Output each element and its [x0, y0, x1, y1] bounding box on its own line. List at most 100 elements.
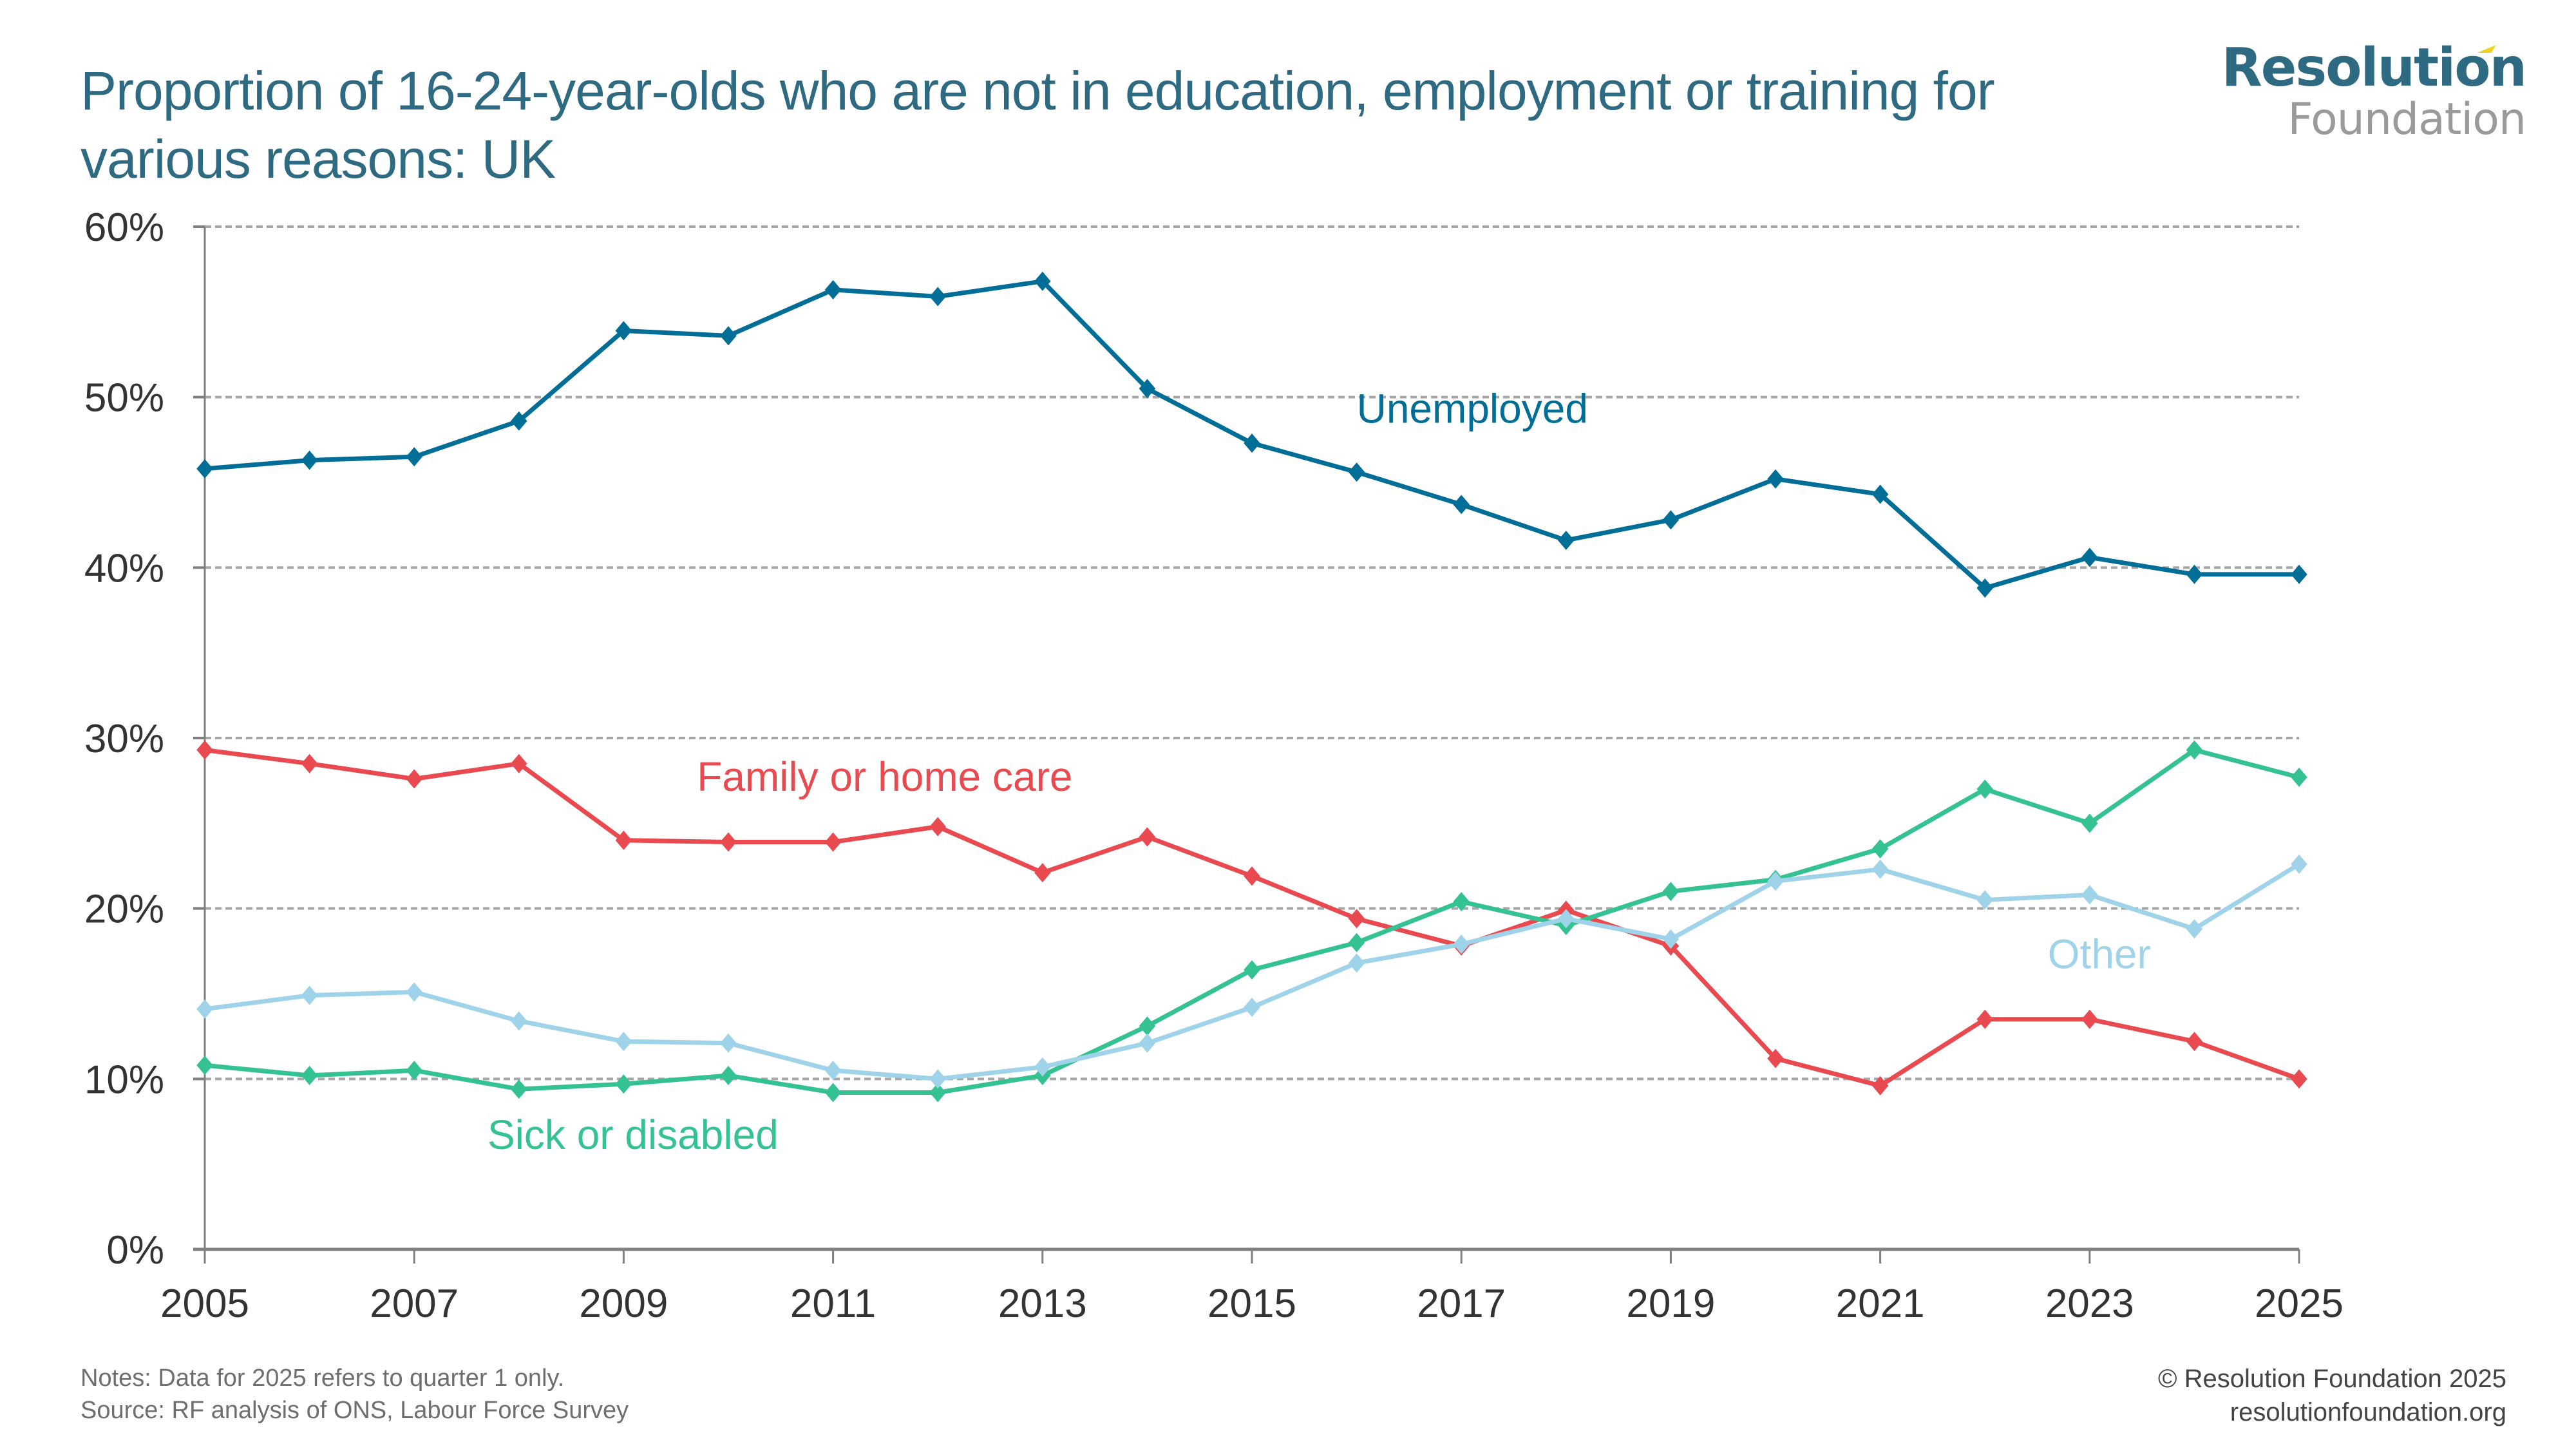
data-point-other	[1767, 871, 1784, 891]
data-point-unemployed	[1662, 510, 1680, 530]
x-tick-label: 2005	[160, 1282, 249, 1326]
series-label-family: Family or home care	[697, 753, 1072, 800]
data-point-other	[1662, 929, 1680, 949]
copyright-text: © Resolution Foundation 2025	[2158, 1365, 2506, 1393]
data-point-unemployed	[929, 287, 946, 307]
data-point-family	[720, 832, 737, 852]
series	[196, 271, 2307, 1103]
data-point-family	[1244, 866, 1260, 886]
data-point-family	[2291, 1069, 2307, 1089]
data-point-sick	[1348, 933, 1365, 952]
series-other	[196, 854, 2307, 1089]
data-point-unemployed	[2186, 564, 2203, 584]
data-point-unemployed	[2291, 564, 2307, 584]
data-point-unemployed	[824, 279, 842, 299]
data-point-family	[1767, 1048, 1784, 1068]
series-unemployed	[196, 271, 2307, 598]
gridlines	[205, 225, 2299, 1081]
data-point-unemployed	[1976, 578, 1993, 598]
y-tick-label: 20%	[84, 887, 164, 932]
data-point-unemployed	[1453, 495, 1470, 515]
y-tick-label: 40%	[84, 546, 164, 591]
x-tick-label: 2017	[1417, 1282, 1506, 1326]
x-tick-label: 2011	[790, 1282, 876, 1326]
data-point-sick	[406, 1061, 422, 1081]
data-point-other	[1348, 953, 1365, 973]
data-point-other	[511, 1011, 527, 1031]
data-point-other	[1871, 859, 1889, 879]
data-point-unemployed	[1348, 462, 1365, 482]
data-point-sick	[1139, 1016, 1156, 1036]
data-point-unemployed	[1767, 469, 1784, 489]
data-point-family	[1976, 1009, 1993, 1029]
series-line-sick	[204, 748, 2300, 1095]
chart-title: Proportion of 16-24-year-olds who are no…	[80, 61, 1995, 189]
footer-notes: Notes: Data for 2025 refers to quarter 1…	[80, 1362, 629, 1426]
data-point-other	[196, 999, 213, 1019]
website-link[interactable]: resolutionfoundation.org	[2230, 1398, 2506, 1426]
series-labels: Unemployed Family or home care Sick or dis…	[488, 385, 2151, 1157]
data-point-family	[1871, 1075, 1889, 1095]
y-tick-label: 10%	[84, 1057, 164, 1102]
series-sick	[196, 740, 2307, 1103]
x-tick-label: 2007	[370, 1282, 459, 1326]
data-point-unemployed	[615, 321, 632, 341]
data-point-sick	[301, 1066, 318, 1086]
data-point-family	[824, 832, 842, 852]
x-tick-label: 2013	[998, 1282, 1087, 1326]
data-point-family	[301, 753, 318, 773]
data-point-other	[1139, 1033, 1156, 1053]
data-point-other	[1453, 934, 1470, 954]
data-point-family	[406, 769, 422, 789]
data-point-unemployed	[2081, 547, 2098, 567]
y-tick-label: 30%	[84, 717, 164, 761]
data-point-unemployed	[511, 411, 527, 431]
data-point-other	[2186, 919, 2203, 939]
data-point-sick	[1976, 779, 1993, 799]
data-point-sick	[615, 1074, 632, 1094]
series-label-unemployed: Unemployed	[1357, 385, 1588, 431]
data-point-unemployed	[720, 326, 737, 346]
data-point-sick	[1662, 882, 1680, 902]
data-point-unemployed	[1244, 433, 1260, 453]
data-point-other	[1244, 998, 1260, 1018]
y-tick-label: 0%	[106, 1228, 164, 1273]
data-point-other	[824, 1061, 842, 1081]
data-point-sick	[1871, 839, 1889, 859]
data-point-other	[301, 985, 318, 1005]
data-point-sick	[2291, 767, 2307, 787]
data-point-family	[929, 817, 946, 837]
data-point-unemployed	[1139, 379, 1156, 399]
data-point-sick	[2186, 740, 2203, 760]
resolution-foundation-logo: Resolution Foundation	[2222, 40, 2527, 145]
data-point-sick	[720, 1066, 737, 1086]
footer-credits: © Resolution Foundation 2025 resolutionf…	[2158, 1362, 2506, 1429]
data-point-sick	[1453, 892, 1470, 912]
x-tick-label: 2021	[1836, 1282, 1925, 1326]
data-point-sick	[1244, 960, 1260, 980]
data-point-other	[929, 1069, 946, 1089]
series-label-sick: Sick or disabled	[488, 1112, 779, 1158]
series-family	[196, 740, 2307, 1095]
series-line-family	[204, 748, 2300, 1088]
logo-line2: Foundation	[2287, 94, 2526, 145]
data-point-family	[1348, 909, 1365, 929]
series-label-other: Other	[2048, 931, 2151, 977]
data-point-other	[2081, 885, 2098, 905]
data-point-family	[511, 753, 527, 773]
data-point-family	[615, 830, 632, 850]
x-tick-label: 2025	[2255, 1282, 2344, 1326]
data-point-sick	[511, 1079, 527, 1099]
data-point-sick	[2081, 813, 2098, 833]
data-point-family	[1034, 863, 1051, 883]
data-point-unemployed	[196, 459, 213, 478]
data-point-other	[1976, 890, 1993, 910]
data-point-other	[1558, 909, 1575, 929]
data-point-family	[2081, 1009, 2098, 1029]
data-point-unemployed	[1558, 530, 1575, 550]
x-tick-label: 2009	[579, 1282, 668, 1326]
data-point-sick	[824, 1083, 842, 1103]
data-point-other	[615, 1032, 632, 1052]
data-point-unemployed	[406, 447, 422, 467]
